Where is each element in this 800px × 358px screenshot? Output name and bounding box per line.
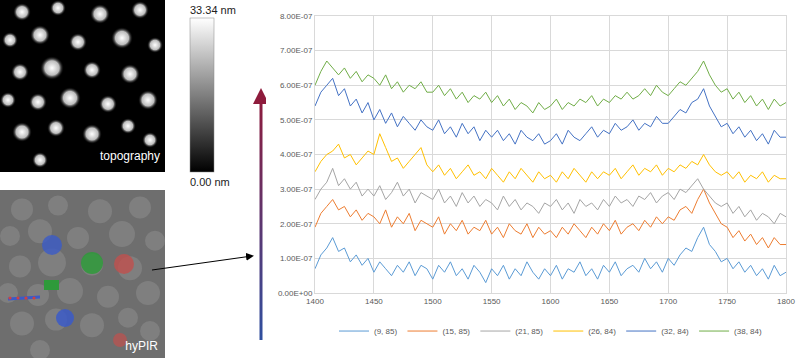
svg-text:(15, 85): (15, 85)	[442, 327, 470, 336]
svg-text:33.34 nm: 33.34 nm	[190, 4, 236, 16]
svg-text:(9, 85): (9, 85)	[374, 327, 397, 336]
svg-text:1.00E-07: 1.00E-07	[280, 254, 313, 263]
svg-text:1800: 1800	[777, 297, 795, 306]
svg-text:(38, 84): (38, 84)	[734, 327, 762, 336]
svg-text:1500: 1500	[424, 297, 442, 306]
svg-text:1650: 1650	[600, 297, 618, 306]
svg-text:1450: 1450	[365, 297, 383, 306]
svg-text:1550: 1550	[483, 297, 501, 306]
svg-text:8.00E-07: 8.00E-07	[280, 12, 313, 21]
svg-text:6.00E-07: 6.00E-07	[280, 81, 313, 90]
svg-text:(26, 84): (26, 84)	[588, 327, 616, 336]
svg-text:(21, 85): (21, 85)	[515, 327, 543, 336]
svg-text:3.00E-07: 3.00E-07	[280, 185, 313, 194]
svg-text:4.00E-07: 4.00E-07	[280, 150, 313, 159]
svg-text:0.00 nm: 0.00 nm	[190, 176, 230, 188]
svg-text:7.00E-07: 7.00E-07	[280, 46, 313, 55]
svg-text:hyPIR: hyPIR	[125, 339, 158, 353]
svg-text:5.00E-07: 5.00E-07	[280, 116, 313, 125]
svg-text:1700: 1700	[659, 297, 677, 306]
svg-text:1750: 1750	[718, 297, 736, 306]
svg-text:0.00E+00: 0.00E+00	[278, 289, 313, 298]
svg-text:1600: 1600	[542, 297, 560, 306]
svg-text:(32, 84): (32, 84)	[661, 327, 689, 336]
svg-text:2.00E-07: 2.00E-07	[280, 220, 313, 229]
svg-text:topography: topography	[100, 149, 160, 163]
svg-text:1400: 1400	[306, 297, 324, 306]
